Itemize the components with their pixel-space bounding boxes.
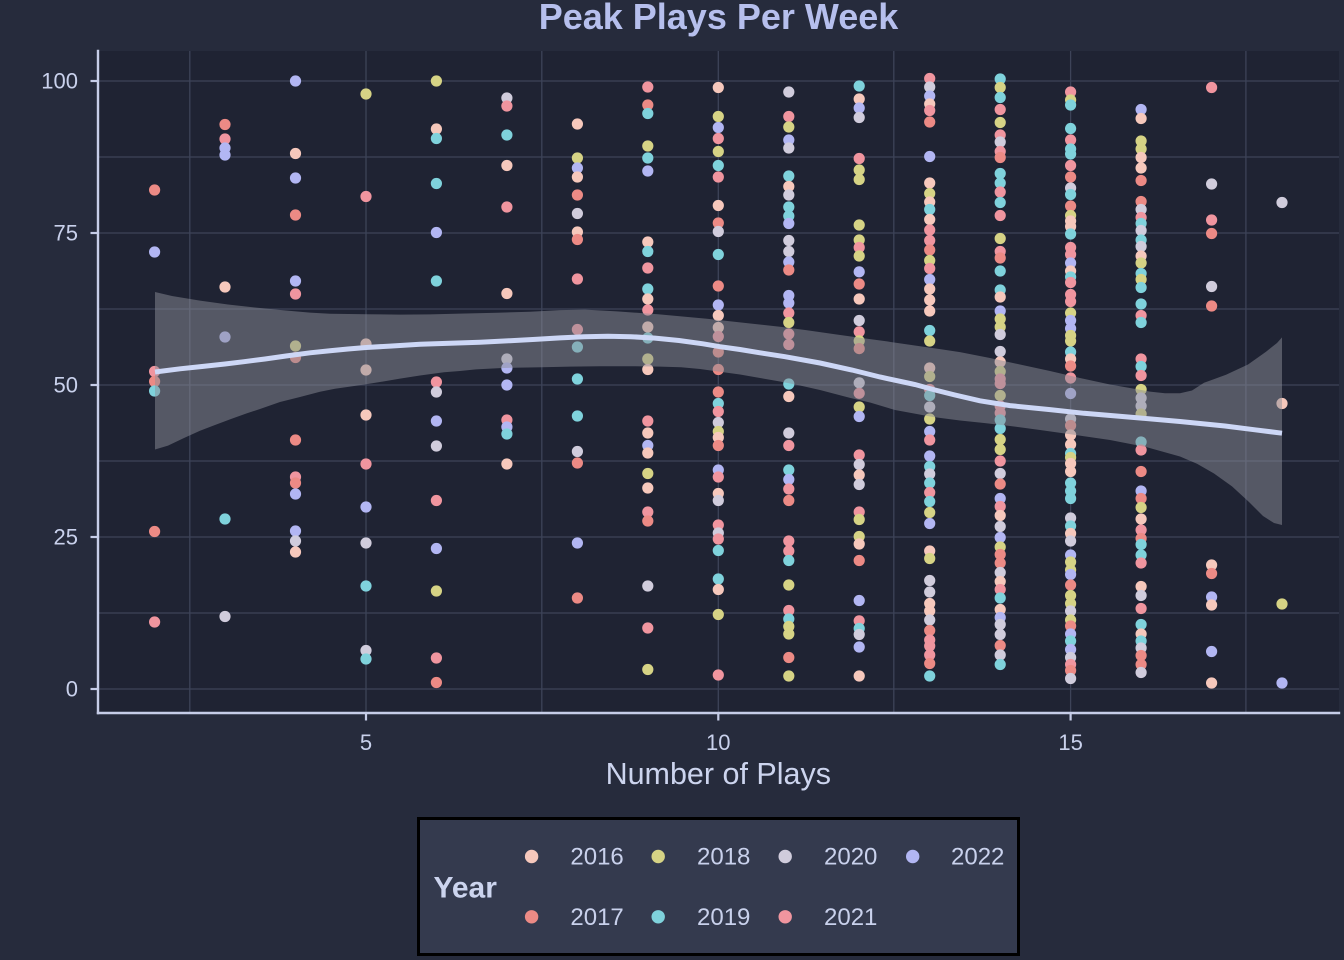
svg-text:100: 100 [41, 69, 78, 94]
svg-text:Number of Plays: Number of Plays [606, 757, 831, 791]
svg-text:2022: 2022 [951, 844, 1004, 871]
svg-text:5: 5 [360, 730, 372, 755]
svg-text:10: 10 [706, 730, 730, 755]
svg-text:Peak Plays Per Week: Peak Plays Per Week [539, 0, 900, 37]
svg-text:15: 15 [1058, 730, 1082, 755]
svg-text:2016: 2016 [570, 844, 623, 871]
svg-text:2019: 2019 [697, 904, 750, 931]
svg-text:2021: 2021 [824, 904, 877, 931]
svg-text:2020: 2020 [824, 844, 877, 871]
svg-text:Year: Year [434, 871, 498, 904]
svg-text:75: 75 [54, 221, 78, 246]
svg-text:25: 25 [54, 525, 78, 550]
svg-text:0: 0 [66, 677, 78, 702]
svg-text:2017: 2017 [570, 904, 623, 931]
svg-text:2018: 2018 [697, 844, 750, 871]
svg-text:50: 50 [54, 373, 78, 398]
